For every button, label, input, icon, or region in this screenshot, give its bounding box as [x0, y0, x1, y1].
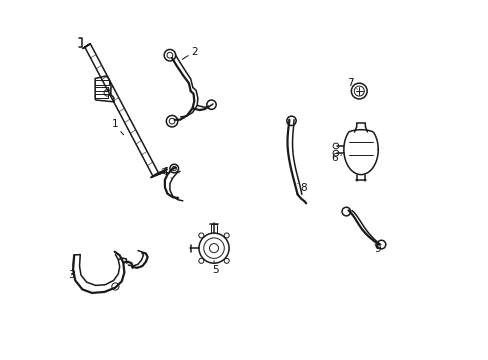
Text: 5: 5: [211, 261, 218, 275]
Text: 6: 6: [331, 153, 341, 163]
Text: 8: 8: [297, 183, 306, 193]
Text: 2: 2: [182, 46, 197, 59]
Text: 1: 1: [111, 120, 123, 135]
Text: 9: 9: [374, 244, 381, 254]
Text: 7: 7: [346, 78, 356, 89]
Text: 3: 3: [68, 270, 75, 280]
Text: 4: 4: [161, 167, 171, 178]
